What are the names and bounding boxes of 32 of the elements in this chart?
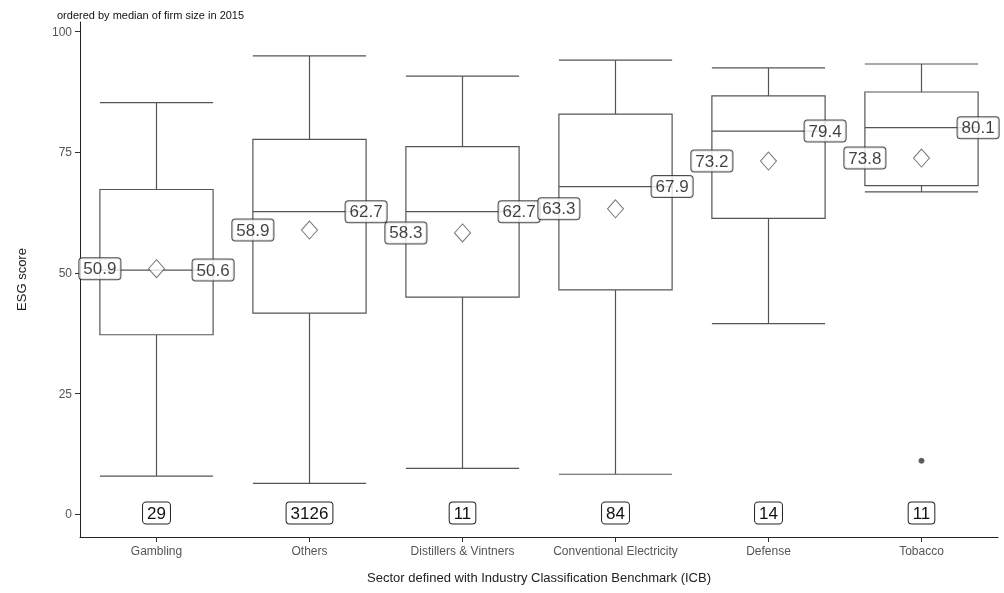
chart-title: ordered by median of firm size in 2015	[57, 8, 245, 21]
y-tick-label: 75	[58, 145, 73, 160]
annotation: 58.9	[236, 220, 270, 240]
x-tick-label: Defense	[746, 544, 792, 558]
annotation: 50.9	[83, 259, 117, 279]
annotation: 67.9	[655, 177, 689, 197]
x-tick-label: Tobacco	[899, 544, 945, 558]
y-axis-title: ESG score	[14, 248, 29, 311]
x-axis-title: Sector defined with Industry Classification Benchmark (ICB)	[367, 570, 711, 585]
x-tick-label: Others	[291, 544, 328, 558]
annotation: 11	[912, 503, 931, 523]
y-tick-label: 100	[51, 24, 73, 39]
x-tick-label: Distillers & Vintners	[410, 544, 515, 558]
annotation: 50.6	[196, 260, 230, 280]
annotation: 80.1	[961, 118, 995, 138]
annotation: 29	[147, 503, 166, 523]
y-tick-label: 25	[58, 386, 73, 401]
annotation: 62.7	[502, 202, 536, 222]
annotation: 3126	[290, 503, 329, 523]
annotation: 11	[453, 503, 472, 523]
annotation: 73.2	[695, 151, 729, 171]
annotation: 73.8	[848, 148, 882, 168]
x-tick-label: Conventional Electricity	[553, 544, 678, 558]
annotation: 62.7	[349, 202, 383, 222]
annotation: 79.4	[808, 121, 842, 141]
annotation: 63.3	[542, 199, 576, 219]
y-tick-label: 0	[65, 507, 73, 522]
y-tick-label: 50	[58, 265, 73, 280]
annotation: 58.3	[389, 223, 423, 243]
x-tick-label: Gambling	[130, 544, 183, 558]
annotation: 14	[759, 503, 778, 523]
annotation: 84	[606, 503, 625, 523]
